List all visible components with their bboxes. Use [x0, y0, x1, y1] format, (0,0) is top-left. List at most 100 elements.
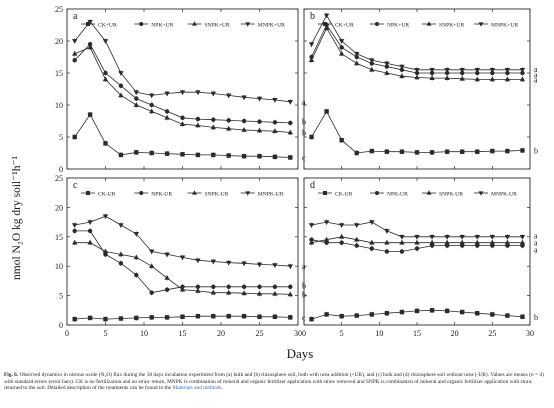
- data-point: [149, 290, 154, 295]
- data-point: [72, 57, 77, 63]
- series-ck-ur: [309, 307, 525, 322]
- data-point: [87, 220, 93, 225]
- series-line: [74, 43, 291, 124]
- data-point: [309, 134, 314, 140]
- data-point: [338, 233, 345, 239]
- data-point: [225, 93, 232, 99]
- data-point: [369, 220, 375, 225]
- data-point: [504, 239, 511, 245]
- data-point: [103, 141, 108, 146]
- data-point: [444, 234, 450, 240]
- series-snpk-ur: [71, 239, 294, 298]
- data-point: [71, 39, 78, 44]
- data-point: [323, 25, 330, 31]
- data-point: [288, 155, 293, 160]
- data-point: [354, 51, 360, 57]
- series-npk-ur: [72, 228, 293, 296]
- data-point: [272, 284, 278, 289]
- data-point: [369, 312, 374, 317]
- legend-label: NPK-UR: [151, 191, 172, 197]
- data-point: [164, 114, 170, 120]
- data-point: [414, 246, 420, 251]
- data-point: [339, 240, 344, 245]
- data-point: [118, 223, 124, 228]
- data-point: [354, 223, 360, 228]
- legend-marker: [245, 22, 251, 27]
- data-point: [118, 316, 124, 321]
- data-point: [459, 234, 465, 240]
- data-point: [133, 90, 140, 96]
- legend-label: MNPK-UR: [258, 191, 284, 197]
- data-point: [180, 115, 185, 121]
- data-point: [490, 312, 495, 317]
- data-point: [519, 234, 526, 240]
- legend-marker: [478, 191, 484, 196]
- y-tick-label: 5: [59, 133, 63, 142]
- data-point: [308, 223, 315, 228]
- data-point: [288, 315, 293, 320]
- series-snpk-ur: [71, 44, 294, 136]
- data-point: [339, 45, 344, 50]
- data-point: [369, 58, 375, 64]
- y-tick-label: 10: [55, 101, 63, 110]
- data-point: [414, 67, 420, 73]
- data-point: [257, 314, 262, 319]
- caption-lead: Fig. 6.: [4, 372, 19, 378]
- data-point: [474, 67, 480, 73]
- y-tick-label: 0: [59, 321, 63, 330]
- data-point: [164, 151, 170, 156]
- data-point: [164, 287, 170, 292]
- series-ck-ur: [72, 112, 293, 161]
- caption-end: .: [221, 385, 223, 392]
- data-point: [164, 91, 170, 97]
- x-tick-label: 0: [65, 329, 69, 338]
- data-point: [179, 90, 186, 96]
- data-point: [87, 44, 93, 50]
- data-point: [399, 234, 405, 240]
- legend-marker: [86, 191, 91, 196]
- data-point: [323, 13, 330, 19]
- data-point: [102, 214, 109, 220]
- significance-label: b: [534, 313, 538, 322]
- data-point: [272, 314, 278, 319]
- series-mnpk-ur: [71, 19, 294, 105]
- significance-label: a: [534, 75, 538, 84]
- legend-marker: [192, 21, 197, 26]
- data-point: [474, 239, 480, 245]
- data-point: [87, 239, 93, 245]
- data-point: [308, 42, 315, 48]
- data-point: [490, 148, 495, 154]
- data-point: [272, 290, 278, 296]
- data-point: [339, 138, 344, 143]
- data-point: [399, 249, 405, 254]
- data-point: [87, 228, 93, 234]
- significance-label: b: [534, 146, 538, 155]
- data-point: [399, 64, 405, 70]
- y-tick-label: 25: [55, 5, 63, 14]
- series-mnpk-ur: [308, 219, 526, 240]
- data-point: [149, 102, 154, 108]
- data-point: [459, 309, 465, 315]
- data-point: [195, 152, 201, 158]
- series-npk-ur: [309, 237, 525, 255]
- data-point: [323, 220, 330, 225]
- data-point: [241, 290, 247, 296]
- data-point: [133, 102, 140, 107]
- data-point: [399, 309, 405, 315]
- data-point: [164, 275, 170, 280]
- panel-d: 0 5 10 15 20 25 30 d CK-UR NPK-UR SNPK-UR MNPK-UR aa…: [302, 177, 538, 338]
- legend-label: CK+UR: [335, 22, 354, 28]
- caption-link[interactable]: Materials and methods: [172, 385, 222, 392]
- data-point: [71, 223, 78, 228]
- data-point: [256, 262, 263, 268]
- data-point: [179, 286, 186, 292]
- significance-label: a: [534, 70, 538, 79]
- series-ck-ur: [309, 108, 525, 156]
- data-point: [414, 234, 420, 240]
- data-point: [118, 261, 124, 266]
- data-point: [226, 284, 231, 289]
- data-point: [287, 129, 294, 135]
- data-point: [519, 76, 526, 82]
- data-point: [489, 76, 496, 82]
- significance-label: a: [534, 232, 538, 241]
